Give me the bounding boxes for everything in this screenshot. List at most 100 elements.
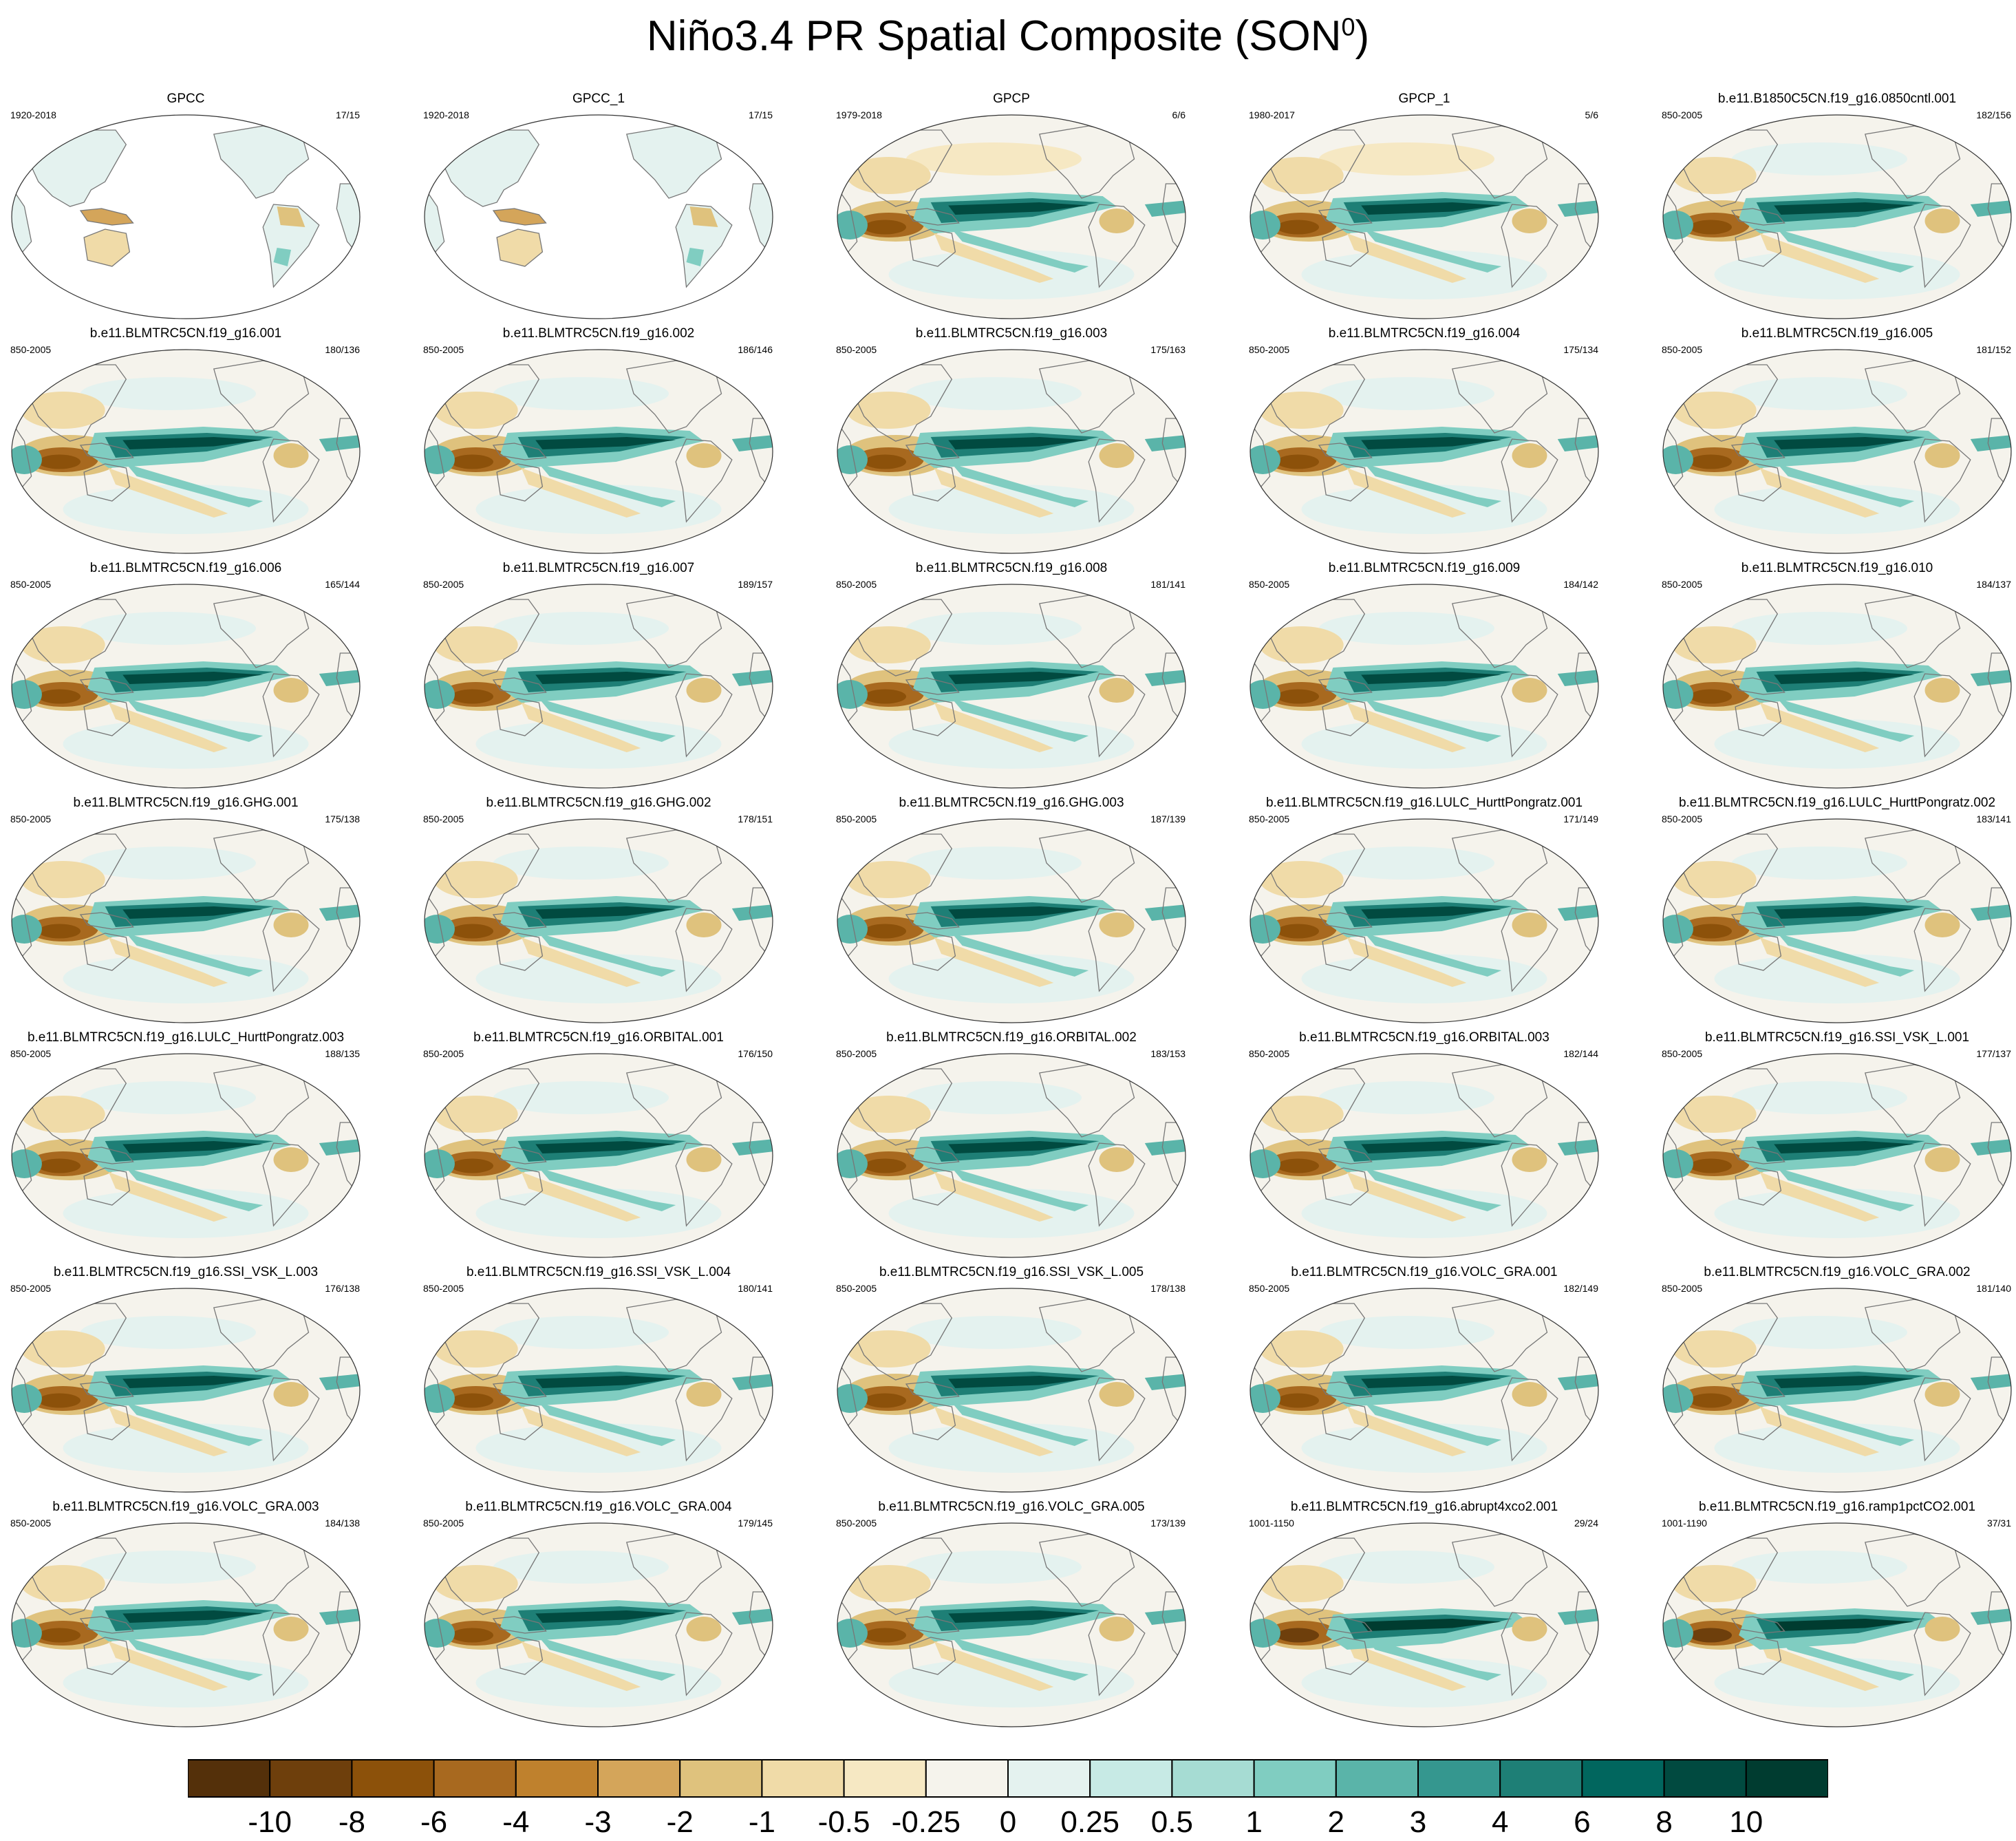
colorbar-swatch — [1417, 1759, 1501, 1798]
dry-anomaly — [864, 689, 906, 704]
coastline — [1088, 1612, 1146, 1696]
land-field — [676, 204, 732, 287]
map-field — [1662, 1288, 2012, 1493]
map-border — [1662, 349, 2012, 554]
panel-title: b.e11.BLMTRC5CN.f19_g16.GHG.001 — [73, 796, 299, 810]
wet-anomaly — [948, 1141, 1089, 1153]
wet-anomaly — [1714, 1189, 1960, 1238]
dry-anomaly — [451, 689, 493, 704]
dry-anomaly — [1347, 1172, 1467, 1222]
land-field — [263, 204, 319, 287]
colorbar-tick-label: -1 — [748, 1805, 775, 1839]
wet-anomaly — [475, 1423, 722, 1473]
wet-anomaly — [475, 954, 722, 1003]
map-border — [1662, 1288, 2012, 1493]
panel-years: 850-2005 — [836, 1518, 877, 1529]
coastline — [492, 208, 547, 226]
map-border — [1250, 1522, 1599, 1727]
wet-anomaly — [1301, 1423, 1547, 1473]
dry-anomaly — [1512, 443, 1547, 468]
map-field — [11, 1053, 361, 1258]
coastline — [675, 908, 733, 992]
dry-anomaly — [497, 229, 543, 266]
map-border — [11, 1053, 361, 1258]
map-border — [837, 349, 1186, 554]
wet-anomaly — [319, 1374, 360, 1390]
wet-anomaly — [493, 1081, 669, 1114]
coastline — [83, 463, 131, 502]
coastline — [1250, 888, 1271, 963]
dry-anomaly — [1276, 220, 1319, 235]
wet-anomaly — [1663, 915, 1693, 944]
wet-anomaly — [1663, 211, 1693, 240]
panel-title: b.e11.BLMTRC5CN.f19_g16.003 — [915, 326, 1108, 341]
panel-years: 850-2005 — [423, 344, 464, 355]
map-panel: GPCP_1 1980-2017 5/6 — [1242, 92, 1607, 328]
colorbar-swatch — [843, 1759, 927, 1798]
coastline — [1735, 698, 1782, 736]
wet-anomaly — [888, 1658, 1135, 1707]
wet-anomaly — [1663, 1384, 1693, 1413]
map-panel: b.e11.BLMTRC5CN.f19_g16.004 850-2005 175/1… — [1242, 326, 1607, 563]
map-border — [837, 1053, 1186, 1258]
wet-anomaly — [475, 1189, 722, 1238]
coastline — [1250, 184, 1271, 259]
map-field — [837, 818, 1186, 1023]
colorbar-tick-label: 0.25 — [1060, 1805, 1120, 1839]
panel-title: b.e11.BLMTRC5CN.f19_g16.GHG.002 — [486, 796, 711, 810]
coastline — [1730, 1616, 1786, 1634]
coastline — [675, 1377, 733, 1462]
wet-anomaly — [12, 915, 42, 944]
dry-anomaly — [1924, 443, 1960, 468]
map-field — [1250, 349, 1599, 554]
wet-anomaly — [952, 1637, 1089, 1681]
coastline — [425, 653, 445, 728]
wet-anomaly — [1970, 1139, 2011, 1156]
colorbar-tick-label: 2 — [1327, 1805, 1345, 1839]
wet-anomaly — [1250, 445, 1280, 474]
panel-count: 181/152 — [1976, 344, 2011, 355]
coastline — [1088, 1142, 1146, 1227]
panel-count: 182/156 — [1976, 109, 2011, 120]
wet-anomaly — [1970, 200, 2011, 217]
colorbar-swatch — [679, 1759, 763, 1798]
panel-title: b.e11.BLMTRC5CN.f19_g16.LULC_HurttPongra… — [27, 1030, 345, 1045]
dry-anomaly — [934, 1641, 1054, 1691]
coastline — [909, 933, 956, 971]
wet-anomaly — [1361, 1619, 1502, 1631]
wet-anomaly — [12, 445, 42, 474]
wet-anomaly — [1144, 1139, 1186, 1156]
dry-anomaly — [433, 392, 518, 429]
panel-count: 176/150 — [738, 1048, 773, 1059]
wet-anomaly — [535, 906, 676, 919]
coastline — [425, 1122, 445, 1198]
panel-years: 1920-2018 — [423, 109, 469, 120]
wet-anomaly — [81, 1316, 256, 1349]
map-panel: b.e11.BLMTRC5CN.f19_g16.VOLC_GRA.003 850-… — [3, 1500, 368, 1736]
colorbar-tick-label: 6 — [1574, 1805, 1591, 1839]
coastline — [837, 184, 858, 259]
wet-anomaly — [1663, 445, 1693, 474]
wet-anomaly — [1301, 485, 1547, 534]
wet-anomaly — [493, 1316, 669, 1349]
panel-count: 37/31 — [1986, 1518, 2011, 1529]
coastline — [1730, 208, 1786, 226]
panel-years: 850-2005 — [423, 1518, 464, 1529]
wet-anomaly — [1774, 906, 1915, 919]
wet-anomaly — [731, 904, 773, 921]
wet-anomaly — [425, 915, 455, 944]
wet-anomaly — [906, 847, 1082, 880]
dry-anomaly — [1759, 937, 1880, 987]
wet-anomaly — [1364, 1403, 1502, 1446]
map-field — [424, 114, 773, 319]
wet-anomaly — [837, 1619, 868, 1648]
wet-anomaly — [1970, 435, 2011, 451]
coastline — [1088, 673, 1146, 758]
panel-title: b.e11.BLMTRC5CN.f19_g16.SSI_VSK_L.003 — [53, 1265, 319, 1279]
wet-anomaly — [1301, 250, 1547, 299]
panel-title: b.e11.BLMTRC5CN.f19_g16.008 — [915, 561, 1108, 575]
dry-anomaly — [433, 1096, 518, 1133]
colorbar-swatch — [1499, 1759, 1583, 1798]
wet-anomaly — [731, 1139, 773, 1156]
coastline — [79, 1616, 134, 1634]
